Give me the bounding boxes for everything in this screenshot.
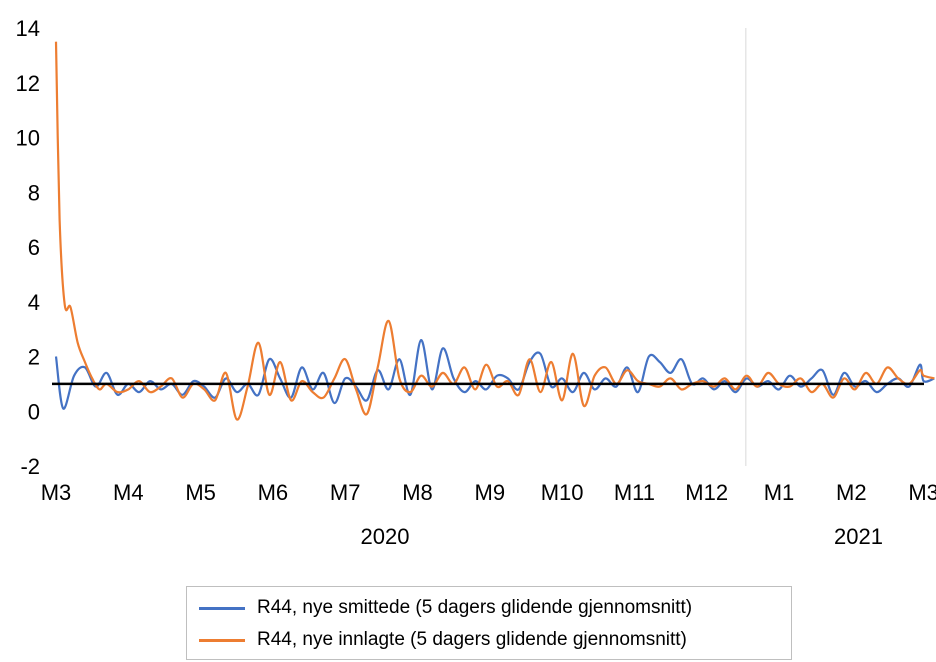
x-axis-month-ticks: M3 M4 M5 M6 M7 M8 M9 M10 M11 M12 M1 M2 M3 bbox=[41, 480, 936, 505]
x-tick-label: M9 bbox=[475, 480, 506, 505]
x-tick-label: M6 bbox=[258, 480, 289, 505]
x-tick-label: M1 bbox=[764, 480, 795, 505]
x-tick-label: M5 bbox=[185, 480, 216, 505]
x-tick-label: M4 bbox=[113, 480, 144, 505]
x-tick-label: M3 bbox=[908, 480, 936, 505]
year-label: 2020 bbox=[360, 524, 409, 549]
legend: R44, nye smittede (5 dagers glidende gje… bbox=[186, 586, 792, 660]
y-tick-label: 6 bbox=[28, 235, 40, 260]
x-tick-label: M12 bbox=[685, 480, 728, 505]
x-tick-label: M10 bbox=[541, 480, 584, 505]
series-line-innlagte bbox=[54, 41, 935, 421]
series-lines bbox=[54, 41, 935, 421]
legend-label-smittede: R44, nye smittede (5 dagers glidende gje… bbox=[257, 597, 693, 618]
y-tick-label: 2 bbox=[28, 345, 40, 370]
y-tick-label: 4 bbox=[28, 290, 40, 315]
x-axis-year-labels: 2020 2021 bbox=[360, 524, 883, 549]
y-tick-label: 0 bbox=[28, 399, 40, 424]
y-tick-label: -2 bbox=[20, 454, 40, 479]
legend-swatch-smittede bbox=[199, 606, 245, 610]
x-tick-label: M3 bbox=[41, 480, 72, 505]
x-tick-label: M11 bbox=[614, 480, 655, 505]
legend-item-smittede: R44, nye smittede (5 dagers glidende gje… bbox=[199, 593, 692, 623]
y-tick-label: 12 bbox=[16, 71, 40, 96]
x-tick-label: M8 bbox=[402, 480, 433, 505]
legend-label-innlagte: R44, nye innlagte (5 dagers glidende gje… bbox=[257, 629, 687, 650]
legend-item-innlagte: R44, nye innlagte (5 dagers glidende gje… bbox=[199, 625, 687, 655]
year-label: 2021 bbox=[834, 524, 883, 549]
x-tick-label: M7 bbox=[330, 480, 361, 505]
y-tick-label: 10 bbox=[16, 126, 40, 151]
legend-swatch-innlagte bbox=[199, 638, 245, 642]
y-axis-ticks: 14 12 10 8 6 4 2 0 -2 bbox=[16, 16, 40, 479]
x-tick-label: M2 bbox=[836, 480, 867, 505]
series-line-smittede bbox=[54, 338, 935, 410]
y-tick-label: 14 bbox=[16, 16, 40, 41]
y-tick-label: 8 bbox=[28, 180, 40, 205]
